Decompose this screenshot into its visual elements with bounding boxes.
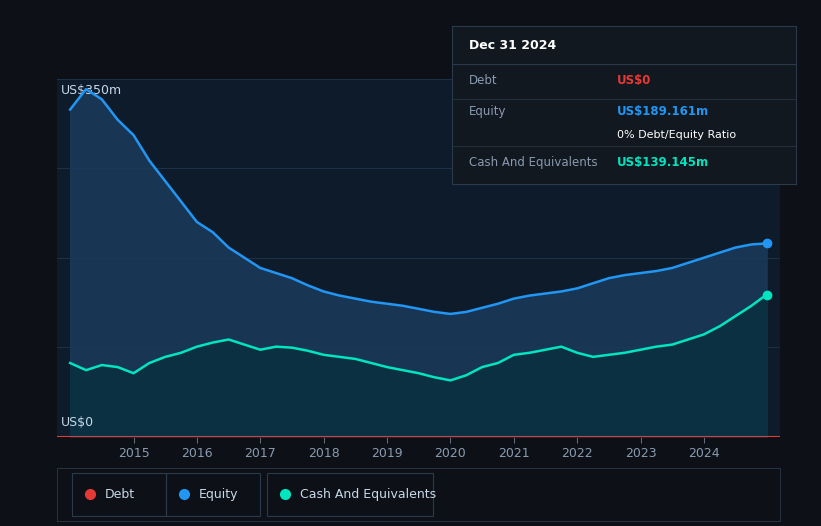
Text: US$350m: US$350m	[61, 84, 122, 97]
Text: Cash And Equivalents: Cash And Equivalents	[300, 488, 436, 501]
Text: Dec 31 2024: Dec 31 2024	[469, 39, 556, 52]
Text: Cash And Equivalents: Cash And Equivalents	[469, 156, 598, 169]
Text: US$189.161m: US$189.161m	[617, 105, 709, 118]
Text: US$0: US$0	[61, 417, 94, 429]
Text: Debt: Debt	[469, 74, 498, 87]
Text: US$139.145m: US$139.145m	[617, 156, 709, 169]
Text: Debt: Debt	[104, 488, 135, 501]
Text: US$0: US$0	[617, 74, 651, 87]
Text: Equity: Equity	[199, 488, 238, 501]
Text: Equity: Equity	[469, 105, 507, 118]
Text: 0% Debt/Equity Ratio: 0% Debt/Equity Ratio	[617, 130, 736, 140]
